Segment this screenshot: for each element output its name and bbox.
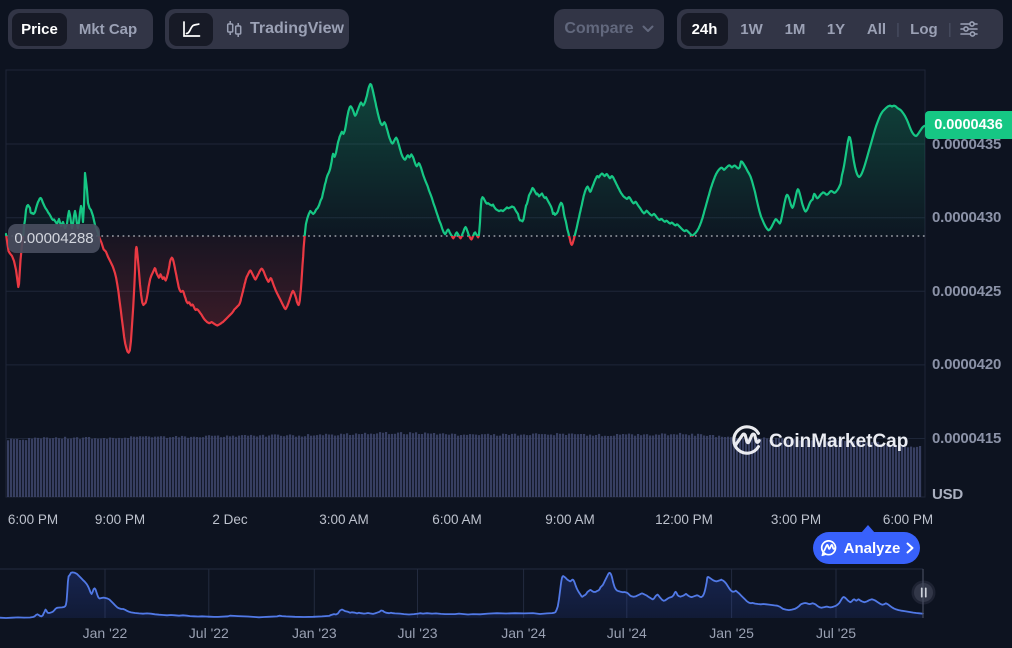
svg-text:CoinMarketCap: CoinMarketCap xyxy=(769,431,908,452)
